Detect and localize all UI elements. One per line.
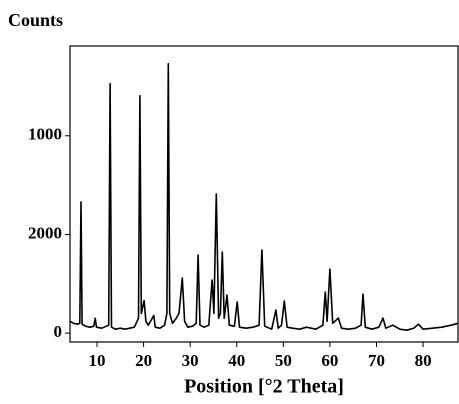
diffraction-line xyxy=(69,62,459,331)
x-tick-label: 10 xyxy=(89,351,106,370)
plot-frame xyxy=(69,45,459,343)
y-tick-label: 1000 xyxy=(28,125,62,144)
x-axis-label: Position [°2 Theta] xyxy=(184,376,344,398)
x-tick-label: 50 xyxy=(275,351,292,370)
x-tick-label: 60 xyxy=(321,351,338,370)
x-tick-label: 30 xyxy=(182,351,199,370)
x-tick-label: 40 xyxy=(228,351,245,370)
y-axis-label: Counts xyxy=(8,10,63,30)
y-tick-label: 0 xyxy=(54,322,63,341)
y-tick-label: 2000 xyxy=(28,223,62,242)
x-tick-label: 20 xyxy=(135,351,152,370)
x-tick-label: 70 xyxy=(368,351,385,370)
x-tick-label: 80 xyxy=(415,351,432,370)
